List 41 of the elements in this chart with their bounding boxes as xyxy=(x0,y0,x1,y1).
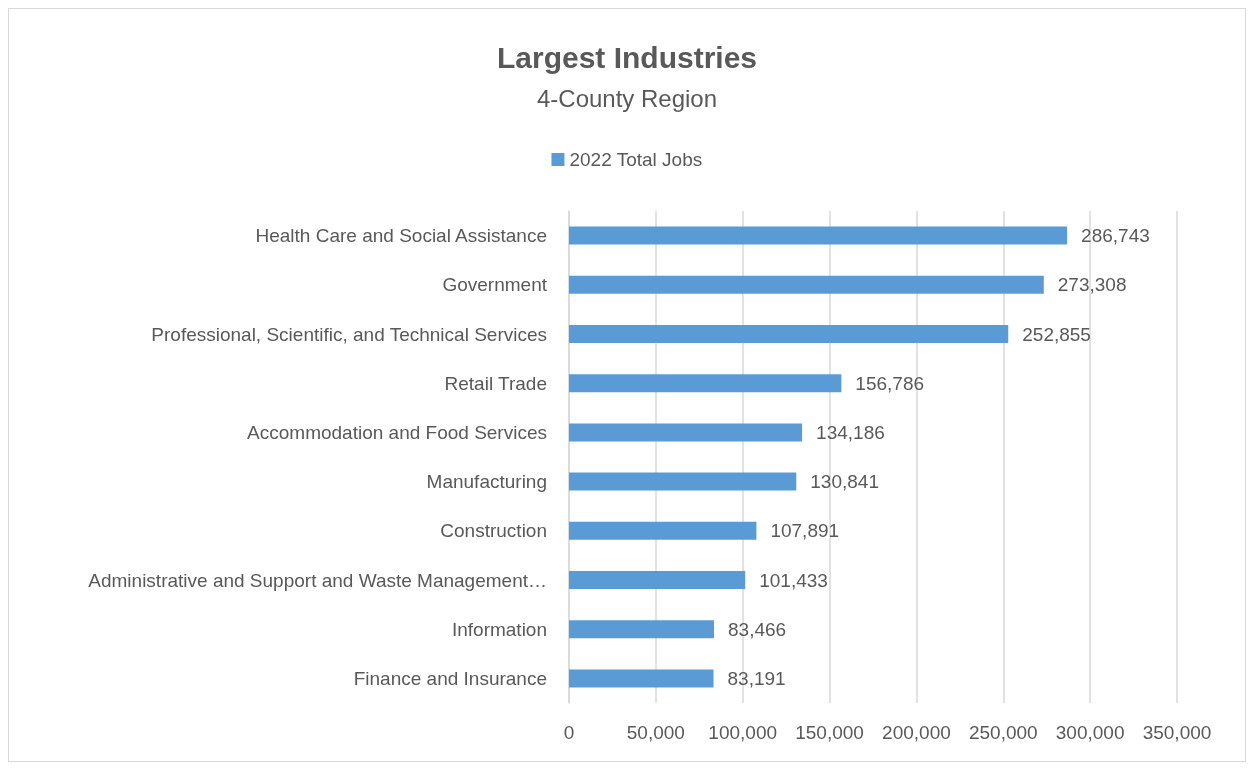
data-label: 83,191 xyxy=(727,667,786,689)
bar xyxy=(569,423,803,442)
x-tick-label: 250,000 xyxy=(968,722,1038,743)
data-label: 273,308 xyxy=(1057,274,1127,296)
y-tick-label: Information xyxy=(451,618,547,640)
x-tick-label: 0 xyxy=(563,722,575,743)
x-tick-label: 350,000 xyxy=(1142,722,1212,743)
bar xyxy=(569,472,797,491)
y-tick-label: Retail Trade xyxy=(444,372,547,394)
y-tick-label: Professional, Scientific, and Technical Services xyxy=(151,323,547,345)
data-label: 252,855 xyxy=(1022,323,1091,345)
x-tick-label: 100,000 xyxy=(708,722,778,743)
bar xyxy=(569,275,1044,294)
x-tick-label: 300,000 xyxy=(1055,722,1125,743)
data-label: 83,466 xyxy=(727,618,787,640)
data-label: 107,891 xyxy=(770,520,840,542)
bar xyxy=(569,571,746,589)
bar xyxy=(569,374,842,393)
data-label: 286,743 xyxy=(1081,225,1150,247)
data-label: 134,186 xyxy=(816,421,885,443)
chart-subtitle: 4-County Region xyxy=(536,84,718,112)
data-label: 130,841 xyxy=(810,471,879,493)
bar xyxy=(569,521,757,540)
y-tick-label: Government xyxy=(442,274,548,296)
legend-label: 2022 Total Jobs xyxy=(569,149,703,170)
y-tick-label: Construction xyxy=(440,520,547,542)
bar xyxy=(569,669,714,688)
x-tick-label: 50,000 xyxy=(626,722,685,743)
y-tick-label: Manufacturing xyxy=(426,471,547,493)
data-label: 156,786 xyxy=(855,372,925,394)
x-tick-label: 150,000 xyxy=(795,722,864,743)
chart-title: Largest Industries xyxy=(496,40,758,74)
y-tick-label: Administrative and Support and Waste Management… xyxy=(88,569,547,591)
bar xyxy=(569,226,1068,245)
y-tick-label: Finance and Insurance xyxy=(353,667,547,689)
y-tick-label: Health Care and Social Assistance xyxy=(255,225,547,247)
y-tick-label: Accommodation and Food Services xyxy=(247,421,547,443)
bar xyxy=(569,620,714,639)
x-tick-label: 200,000 xyxy=(882,722,951,743)
data-label: 101,433 xyxy=(759,569,828,591)
bar xyxy=(569,325,1009,343)
